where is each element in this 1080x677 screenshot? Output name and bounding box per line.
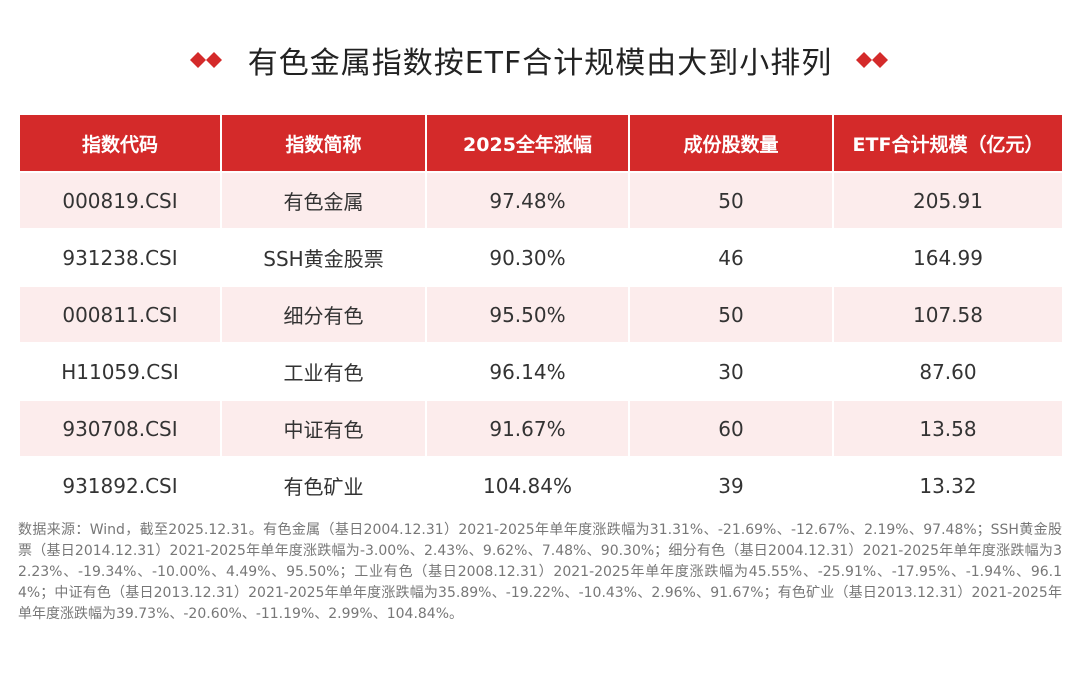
table-cell: 46 [628, 228, 834, 287]
table-cell: 96.14% [425, 342, 630, 401]
table-cell: 87.60 [832, 342, 1064, 401]
data-table: 指数代码 指数简称 2025全年涨幅 成份股数量 ETF合计规模（亿元） 000819.… [18, 115, 1064, 515]
table-cell: 164.99 [832, 228, 1064, 287]
table-cell: 90.30% [425, 228, 630, 287]
table-row: 000819.CSI 有色金属 97.48% 50 205.91 [18, 171, 1064, 230]
table-cell: 工业有色 [220, 342, 427, 401]
column-header: 成份股数量 [628, 115, 834, 172]
table-cell: 60 [628, 399, 834, 458]
table-cell: 30 [628, 342, 834, 401]
table-cell: 205.91 [832, 171, 1064, 230]
table-cell: H11059.CSI [18, 342, 222, 401]
table-cell: 50 [628, 285, 834, 344]
table-row: 931238.CSI SSH黄金股票 90.30% 46 164.99 [18, 228, 1064, 287]
footnote: 数据来源：Wind，截至2025.12.31。有色金属（基日2004.12.31… [18, 522, 1062, 622]
table-cell: 39 [628, 456, 834, 515]
table-cell: 000811.CSI [18, 285, 222, 344]
title: 有色金属指数按ETF合计规模由大到小排列 [247, 46, 833, 81]
table-cell: 104.84% [425, 456, 630, 515]
table-cell: 107.58 [832, 285, 1064, 344]
table-cell: 930708.CSI [18, 399, 222, 458]
title-bar: 有色金属指数按ETF合计规模由大到小排列 [0, 30, 1080, 90]
table-cell: SSH黄金股票 [220, 228, 427, 287]
table-cell: 13.32 [832, 456, 1064, 515]
table-cell: 50 [628, 171, 834, 230]
table-cell: 000819.CSI [18, 171, 222, 230]
table-cell: 91.67% [425, 399, 630, 458]
column-header: 指数代码 [18, 115, 222, 172]
table-row: 931892.CSI 有色矿业 104.84% 39 13.32 [18, 456, 1064, 515]
table-row: H11059.CSI 工业有色 96.14% 30 87.60 [18, 342, 1064, 401]
table-cell: 有色矿业 [220, 456, 427, 515]
table-cell: 细分有色 [220, 285, 427, 344]
table-cell: 有色金属 [220, 171, 427, 230]
table-row: 000811.CSI 细分有色 95.50% 50 107.58 [18, 285, 1064, 344]
table-cell: 931238.CSI [18, 228, 222, 287]
diamond-icon [189, 52, 222, 68]
column-header: 指数简称 [220, 115, 427, 172]
diamond-icon [856, 52, 889, 68]
column-header: ETF合计规模（亿元） [832, 115, 1064, 172]
table-cell: 931892.CSI [18, 456, 222, 515]
table-cell: 13.58 [832, 399, 1064, 458]
table-cell: 95.50% [425, 285, 630, 344]
table-cell: 97.48% [425, 171, 630, 230]
column-header: 2025全年涨幅 [425, 115, 630, 172]
header-row: 指数代码 指数简称 2025全年涨幅 成份股数量 ETF合计规模（亿元） [18, 115, 1064, 172]
table-cell: 中证有色 [220, 399, 427, 458]
table-row: 930708.CSI 中证有色 91.67% 60 13.58 [18, 399, 1064, 458]
table-body: 000819.CSI 有色金属 97.48% 50 205.91 931238.CSI SS… [18, 171, 1064, 515]
